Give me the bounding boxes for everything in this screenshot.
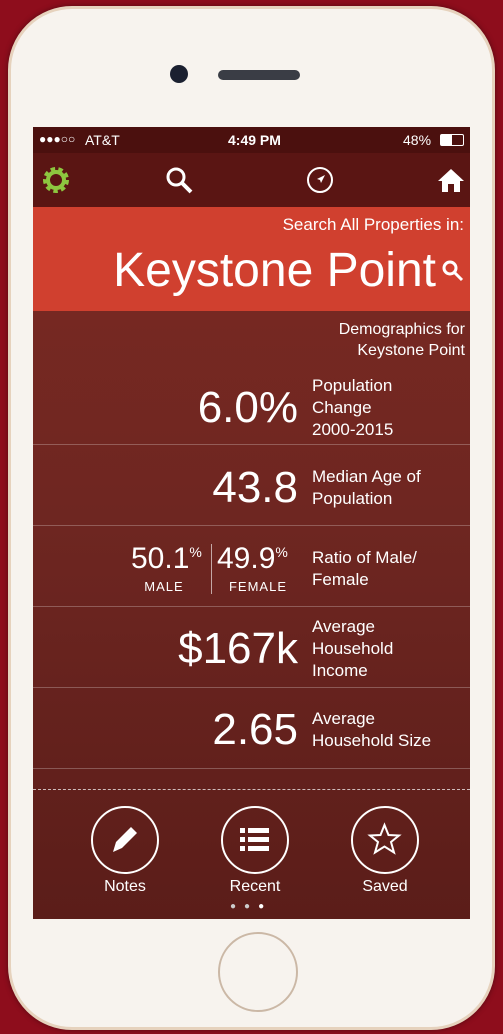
label-line: Average <box>312 616 393 638</box>
list-icon <box>223 808 286 871</box>
toolbar-divider <box>33 789 470 790</box>
camera <box>170 65 188 83</box>
toolbar-label[interactable]: Notes <box>90 878 160 896</box>
label-line: Median Age of <box>312 466 421 488</box>
star-icon <box>353 808 416 871</box>
label-line: Change <box>312 397 393 419</box>
title-line: Keystone Point <box>339 340 465 361</box>
status-bar: ●●●○○ AT&T 4:49 PM 48% <box>33 127 470 153</box>
toolbar-label[interactable]: Saved <box>350 878 420 896</box>
unit: % <box>189 544 201 560</box>
ratio-row: 50.1% MALE 49.9% FEMALE Ratio of Male/Fe… <box>33 526 470 607</box>
home-icon[interactable] <box>436 165 466 195</box>
label-line: Ratio of Male/ <box>312 547 417 569</box>
locate-icon[interactable] <box>305 165 335 195</box>
notes-button[interactable] <box>91 806 159 874</box>
title-line: Demographics for <box>339 319 465 340</box>
search-prompt: Search All Properties in: <box>283 215 464 235</box>
saved-button[interactable] <box>351 806 419 874</box>
home-button[interactable] <box>218 932 298 1012</box>
divider <box>211 544 212 594</box>
label-line: Average <box>312 708 431 730</box>
stat-value: $167k <box>178 624 298 674</box>
label-line: Income <box>312 660 393 682</box>
stat-value: 2.65 <box>212 705 298 755</box>
search-header[interactable]: Search All Properties in: Keystone Point <box>33 207 470 311</box>
carrier: AT&T <box>85 132 120 148</box>
female-label: FEMALE <box>223 579 293 594</box>
recent-button[interactable] <box>221 806 289 874</box>
female-value: 49.9% <box>217 542 288 576</box>
speaker <box>218 70 300 80</box>
male-value: 50.1% <box>131 542 202 576</box>
settings-icon[interactable] <box>41 165 71 195</box>
battery-percent: 48% <box>403 132 431 148</box>
nav-bar <box>33 153 470 207</box>
stat-label: Ratio of Male/Female <box>312 547 417 591</box>
page: ●●●○○ AT&T 4:49 PM 48% Search All Proper… <box>0 0 503 1034</box>
value: 49.9 <box>217 542 275 575</box>
screen: ●●●○○ AT&T 4:49 PM 48% Search All Proper… <box>33 127 470 919</box>
search-icon[interactable] <box>441 259 465 283</box>
pencil-icon <box>93 808 156 871</box>
time: 4:49 PM <box>228 132 281 148</box>
label-line: 2000-2015 <box>312 419 393 441</box>
page-indicator: ●●● <box>230 901 272 912</box>
toolbar-label[interactable]: Recent <box>220 878 290 896</box>
label-line: Population <box>312 488 421 510</box>
search-icon[interactable] <box>164 165 194 195</box>
stat-value: 43.8 <box>212 463 298 513</box>
signal: ●●●○○ <box>39 132 75 146</box>
location-name: Keystone Point <box>113 243 436 298</box>
battery-icon <box>440 134 464 146</box>
demographics-title: Demographics for Keystone Point <box>339 319 465 361</box>
label-line: Household Size <box>312 730 431 752</box>
label-line: Population <box>312 375 393 397</box>
stat-value: 6.0% <box>198 383 298 433</box>
value: 50.1 <box>131 542 189 575</box>
label-line: Household <box>312 638 393 660</box>
male-label: MALE <box>131 579 197 594</box>
label-line: Female <box>312 569 417 591</box>
unit: % <box>275 544 287 560</box>
